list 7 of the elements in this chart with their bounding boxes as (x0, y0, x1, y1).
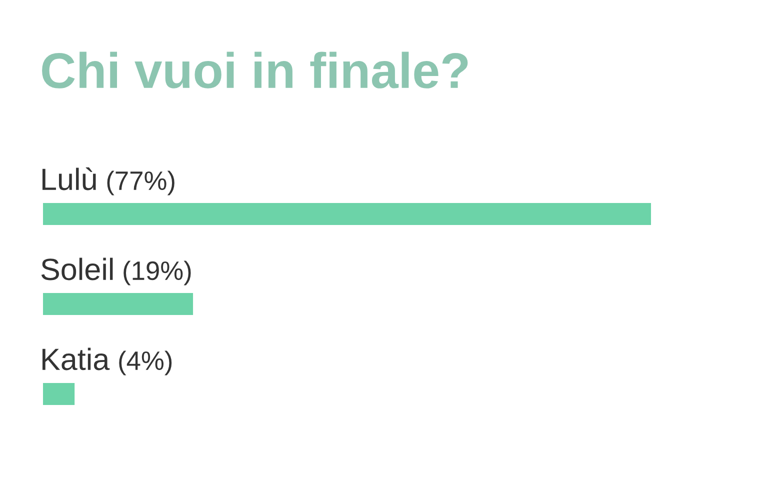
chart-title: Chi vuoi in finale? (42, 52, 468, 88)
y-tick-label: Lulù (42, 167, 96, 190)
y-tick-label: Katia (42, 348, 110, 370)
data-label: (4%) (119, 350, 172, 376)
data-label: (77%) (107, 170, 174, 196)
y-tick-label: Soleil (41, 258, 113, 280)
data-label: (19%) (124, 260, 191, 286)
